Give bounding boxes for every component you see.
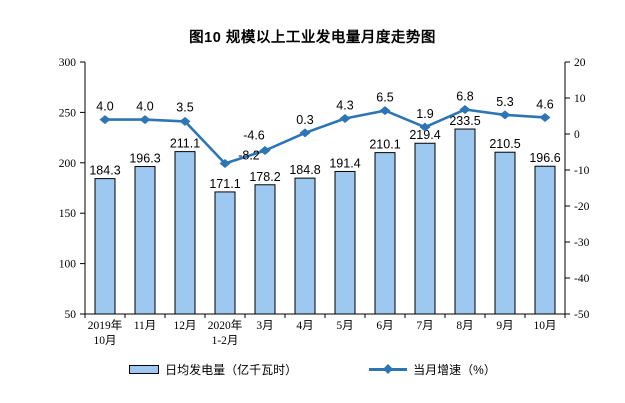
- line-value-label: 6.8: [456, 90, 473, 104]
- line-marker-diamond: [99, 115, 111, 125]
- line-marker-diamond: [259, 146, 271, 156]
- bar: [134, 166, 156, 315]
- x-axis-category-label: 9月: [496, 320, 513, 332]
- y-axis-right-tick-label: 20: [574, 57, 586, 69]
- x-axis-category-label: 7月: [416, 320, 433, 332]
- x-axis-category-label: 8月: [456, 320, 473, 332]
- bar-value-label: 184.3: [89, 164, 120, 178]
- line-value-label: 0.3: [296, 113, 313, 127]
- line-value-label: 6.5: [376, 91, 393, 105]
- y-axis-left-tick-label: 200: [59, 158, 77, 170]
- bar-value-label: 210.5: [489, 137, 520, 151]
- bar-value-label: 219.4: [409, 128, 440, 142]
- y-axis-left-tick-label: 250: [59, 107, 77, 119]
- bar-swatch-icon: [129, 364, 160, 374]
- line-value-label: 4.0: [136, 100, 153, 114]
- line-marker-diamond: [379, 106, 391, 116]
- bar: [334, 170, 356, 315]
- x-axis-category-label: 3月: [256, 320, 273, 332]
- bar-value-label: 233.5: [449, 114, 480, 128]
- bar: [174, 151, 196, 315]
- line-marker-diamond: [539, 112, 551, 122]
- y-axis-left-tick-label: 300: [59, 57, 77, 69]
- bar: [94, 178, 116, 315]
- x-axis-category-label: 10月: [534, 320, 557, 332]
- line-value-label: 3.5: [176, 100, 193, 114]
- line-value-label: -8.2: [238, 149, 260, 163]
- line-value-label: 4.6: [536, 97, 553, 111]
- bar-value-label: 171.1: [209, 177, 240, 191]
- y-axis-left-tick-label: 50: [65, 309, 77, 321]
- bar-value-label: 196.6: [529, 151, 560, 165]
- y-axis-right-tick-label: -20: [574, 201, 590, 213]
- line-value-label: -4.6: [243, 129, 265, 143]
- bar-value-label: 178.2: [249, 170, 280, 184]
- x-axis-category-label: 6月: [376, 320, 393, 332]
- line-marker-diamond: [419, 122, 431, 132]
- line-marker-diamond: [499, 110, 511, 120]
- y-axis-right-tick-label: -10: [574, 165, 590, 177]
- line-value-label: 4.3: [336, 99, 353, 113]
- bar-value-label: 191.4: [329, 156, 360, 170]
- legend: 日均发电量（亿千瓦时） 当月增速（%）: [0, 359, 625, 379]
- line-marker-diamond: [299, 128, 311, 138]
- legend-label-bars: 日均发电量（亿千瓦时）: [165, 362, 298, 377]
- bar-value-label: 210.1: [369, 138, 400, 152]
- legend-item-bars: 日均发电量（亿千瓦时）: [129, 361, 297, 378]
- bar-value-label: 211.1: [170, 137, 200, 151]
- legend-label-line: 当月增速（%）: [413, 362, 496, 377]
- line-marker-diamond: [339, 114, 351, 124]
- y-axis-right-tick-label: 0: [574, 129, 580, 141]
- line-marker-diamond: [219, 159, 231, 169]
- y-axis-left-tick-label: 150: [59, 208, 77, 220]
- x-axis-category-label: 2019年 10月: [88, 318, 123, 347]
- y-axis-right-tick-label: -30: [574, 237, 590, 249]
- bar: [414, 142, 436, 315]
- y-axis-right-tick-label: -50: [574, 309, 590, 321]
- line-marker-diamond: [459, 105, 471, 115]
- x-axis-category-label: 11月: [134, 320, 157, 332]
- bar: [494, 151, 516, 315]
- y-axis-right-tick-label: 10: [574, 93, 586, 105]
- legend-item-line: 当月增速（%）: [369, 361, 496, 378]
- line-value-label: 5.3: [496, 95, 513, 109]
- bar: [374, 152, 396, 315]
- line-value-label: 4.0: [96, 100, 113, 114]
- y-axis-left-tick-label: 100: [59, 259, 77, 271]
- bar: [254, 184, 276, 315]
- y-axis-right-tick-label: -40: [574, 273, 590, 285]
- line-value-label: 1.9: [416, 107, 433, 121]
- x-axis-category-label: 5月: [336, 320, 353, 332]
- bar-value-label: 196.3: [129, 152, 160, 166]
- bar: [214, 191, 236, 315]
- x-axis-category-label: 12月: [174, 320, 197, 332]
- chart-title: 图10 规模以上工业发电量月度走势图: [189, 30, 436, 46]
- line-marker-diamond: [139, 115, 151, 125]
- bar: [534, 165, 556, 315]
- bar-value-label: 184.8: [289, 163, 320, 177]
- growth-line: [103, 108, 547, 165]
- bar: [454, 128, 476, 315]
- line-marker-diamond: [179, 116, 191, 126]
- line-swatch-icon: [369, 364, 408, 374]
- x-axis-category-label: 4月: [296, 320, 313, 332]
- x-axis-category-label: 2020年 1-2月: [208, 318, 243, 347]
- bar: [294, 177, 316, 315]
